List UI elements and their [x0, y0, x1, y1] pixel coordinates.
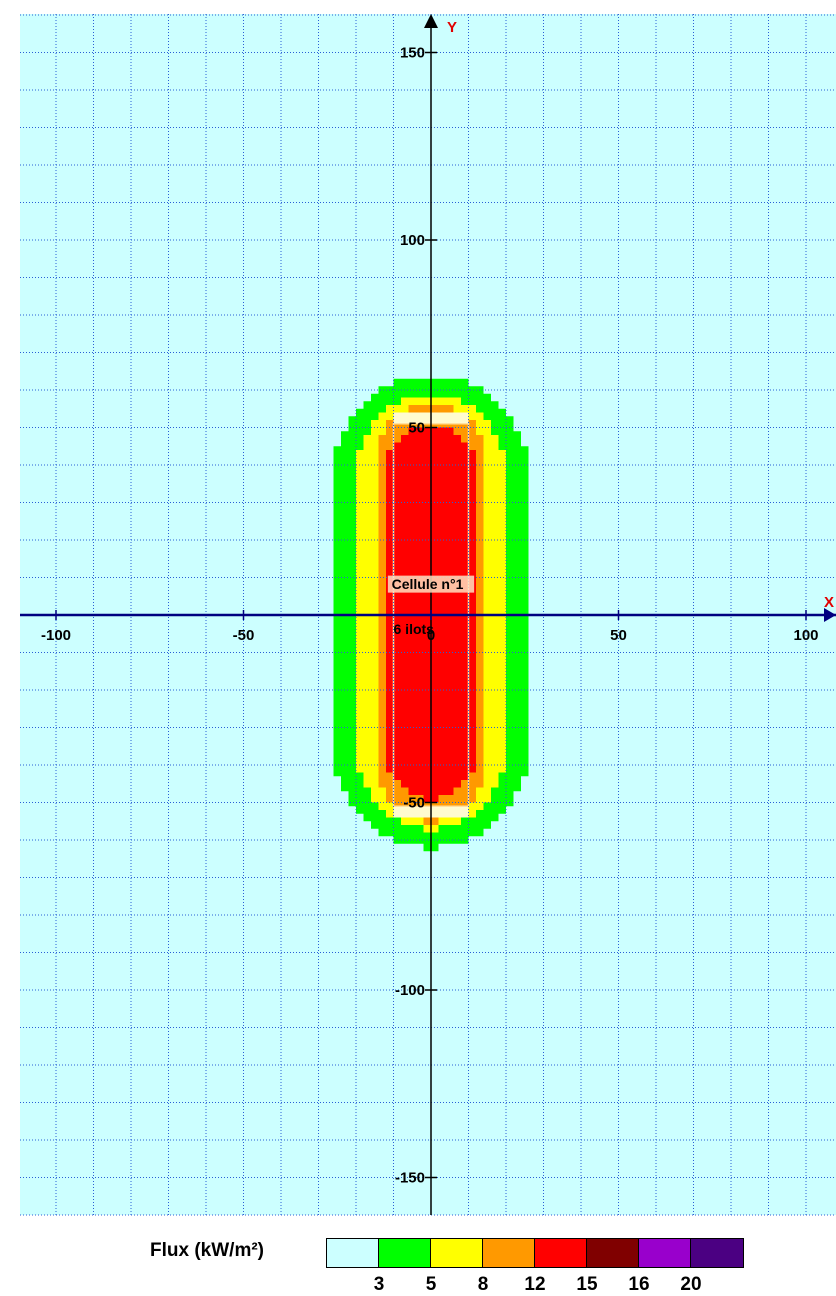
legend-swatch	[379, 1239, 431, 1267]
cell-name-label: Cellule n°1	[392, 576, 464, 592]
legend-swatch	[327, 1239, 379, 1267]
legend-swatch	[535, 1239, 587, 1267]
x-tick-label: 100	[793, 627, 818, 644]
legend-threshold-label: 12	[524, 1274, 546, 1295]
x-tick-label: 0	[427, 627, 435, 644]
legend-threshold-label: 15	[576, 1274, 598, 1295]
legend-threshold-label: 16	[628, 1274, 650, 1295]
x-tick-label: -100	[41, 627, 71, 644]
y-tick-label: 100	[400, 232, 425, 249]
y-tick-label: 50	[408, 420, 425, 437]
legend-swatches	[326, 1238, 744, 1268]
legend-swatch	[639, 1239, 691, 1267]
x-tick-label: -50	[233, 627, 255, 644]
y-tick-label: 150	[400, 45, 425, 62]
legend-threshold-label: 20	[680, 1274, 702, 1295]
y-tick-label: -50	[403, 795, 425, 812]
x-axis-arrow	[824, 608, 836, 622]
legend-swatch	[587, 1239, 639, 1267]
legend-title: Flux (kW/m²)	[150, 1240, 264, 1261]
y-tick-label: -150	[395, 1170, 425, 1187]
y-axis-arrow	[424, 14, 438, 28]
x-tick-label: 50	[610, 627, 627, 644]
legend-threshold-label: 8	[477, 1274, 489, 1295]
flux-map-plot: Y X -100 -50 0 50 100 150 100 50 -50 -100 -150 Cellul…	[20, 14, 836, 1216]
legend-swatch	[483, 1239, 535, 1267]
legend-swatch	[691, 1239, 743, 1267]
cell-sub-label: 6 ilots	[394, 621, 435, 637]
cell-name-background	[387, 575, 475, 593]
legend-threshold-label: 5	[425, 1274, 437, 1295]
y-axis-label: Y	[447, 19, 457, 36]
x-axis-label: X	[824, 594, 834, 611]
y-tick-label: -100	[395, 982, 425, 999]
legend-swatch	[431, 1239, 483, 1267]
legend-threshold-label: 3	[373, 1274, 385, 1295]
flux-legend: Flux (kW/m²) 3 5 8 12 15 16 20	[0, 1228, 836, 1295]
